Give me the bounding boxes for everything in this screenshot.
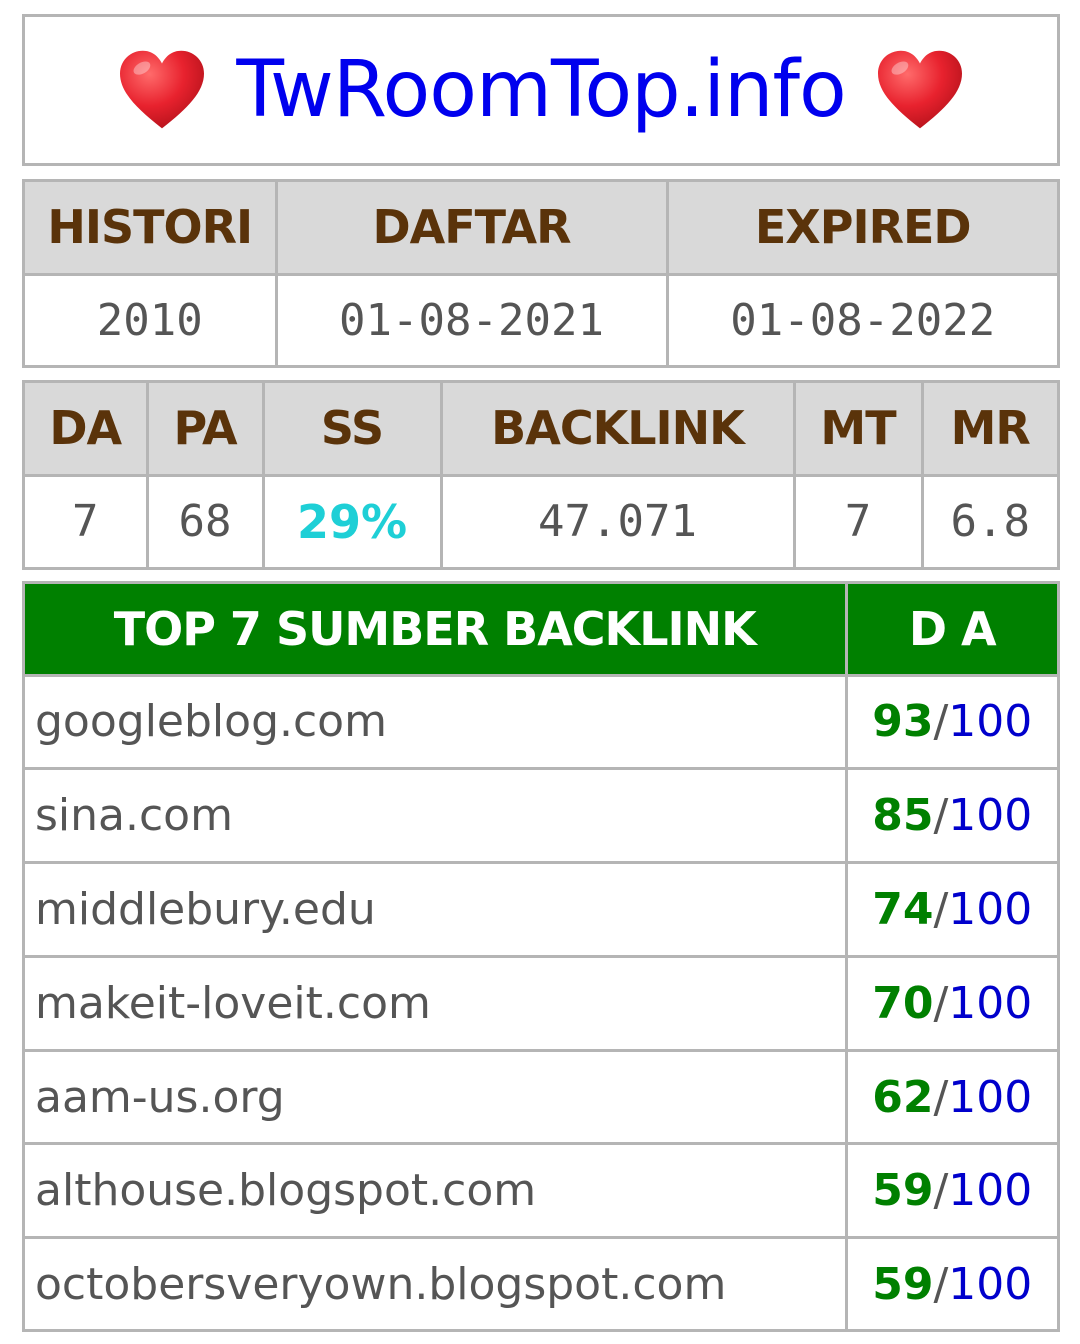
heart-icon bbox=[877, 50, 962, 129]
backlink-score: 70/100 bbox=[844, 954, 1057, 1052]
score-separator: / bbox=[933, 883, 949, 935]
table-row: aam-us.org 62/100 bbox=[25, 1048, 1057, 1146]
score-separator: / bbox=[933, 790, 949, 842]
expired-header: EXPIRED bbox=[665, 182, 1057, 276]
backlink-score: 62/100 bbox=[844, 1048, 1057, 1146]
table-row: googleblog.com 93/100 bbox=[25, 673, 1057, 771]
backlink-domain[interactable]: octobersveryown.blogspot.com bbox=[25, 1236, 848, 1329]
table-row: althouse.blogspot.com 59/100 bbox=[25, 1142, 1057, 1240]
histori-value: 2010 bbox=[25, 272, 278, 365]
score-value: 93 bbox=[872, 696, 934, 748]
ss-value: 29% bbox=[261, 473, 443, 567]
score-separator: / bbox=[933, 1071, 949, 1123]
score-separator: / bbox=[933, 1165, 949, 1217]
score-separator: / bbox=[933, 977, 949, 1029]
backlink-domain[interactable]: aam-us.org bbox=[25, 1048, 848, 1146]
seo-metrics-table: DA PA SS BACKLINK MT MR 7 68 29% 47.071 … bbox=[22, 380, 1060, 570]
table-row: octobersveryown.blogspot.com 59/100 bbox=[25, 1236, 1057, 1329]
mr-header: MR bbox=[920, 383, 1057, 477]
heart-icon bbox=[120, 50, 205, 129]
backlink-domain[interactable]: althouse.blogspot.com bbox=[25, 1142, 848, 1240]
domain-info-table: HISTORI DAFTAR EXPIRED 2010 01-08-2021 0… bbox=[22, 179, 1060, 368]
table-row: makeit-loveit.com 70/100 bbox=[25, 954, 1057, 1052]
daftar-value: 01-08-2021 bbox=[274, 272, 669, 365]
mr-value: 6.8 bbox=[920, 473, 1057, 567]
site-title-banner: TwRoomTop.info bbox=[22, 14, 1060, 166]
backlink-sources-header: TOP 7 SUMBER BACKLINK bbox=[25, 584, 848, 677]
score-max: 100 bbox=[948, 1258, 1033, 1310]
mt-value: 7 bbox=[792, 473, 924, 567]
score-max: 100 bbox=[948, 1165, 1033, 1217]
score-value: 59 bbox=[872, 1165, 934, 1217]
da-column-header: D A bbox=[844, 584, 1057, 677]
daftar-header: DAFTAR bbox=[274, 182, 669, 276]
backlink-domain[interactable]: googleblog.com bbox=[25, 673, 848, 771]
da-header: DA bbox=[25, 383, 149, 477]
backlink-sources-table: TOP 7 SUMBER BACKLINK D A googleblog.com… bbox=[22, 581, 1060, 1332]
score-value: 62 bbox=[872, 1071, 934, 1123]
histori-header: HISTORI bbox=[25, 182, 278, 276]
score-value: 59 bbox=[872, 1258, 934, 1310]
score-max: 100 bbox=[948, 696, 1033, 748]
ss-header: SS bbox=[261, 383, 443, 477]
score-max: 100 bbox=[948, 977, 1033, 1029]
backlink-score: 59/100 bbox=[844, 1142, 1057, 1240]
pa-header: PA bbox=[145, 383, 265, 477]
backlink-score: 74/100 bbox=[844, 861, 1057, 958]
score-max: 100 bbox=[948, 1071, 1033, 1123]
score-value: 70 bbox=[872, 977, 934, 1029]
backlink-header: BACKLINK bbox=[439, 383, 796, 477]
backlink-score: 59/100 bbox=[844, 1236, 1057, 1329]
score-separator: / bbox=[933, 1258, 949, 1310]
expired-value: 01-08-2022 bbox=[665, 272, 1057, 365]
pa-value: 68 bbox=[145, 473, 265, 567]
score-max: 100 bbox=[948, 883, 1033, 935]
score-separator: / bbox=[933, 696, 949, 748]
backlink-domain[interactable]: middlebury.edu bbox=[25, 861, 848, 958]
mt-header: MT bbox=[792, 383, 924, 477]
site-title-wrap: TwRoomTop.info bbox=[116, 45, 965, 135]
backlink-score: 93/100 bbox=[844, 673, 1057, 771]
backlink-domain[interactable]: sina.com bbox=[25, 767, 848, 865]
score-value: 74 bbox=[872, 883, 934, 935]
table-row: middlebury.edu 74/100 bbox=[25, 861, 1057, 958]
backlink-domain[interactable]: makeit-loveit.com bbox=[25, 954, 848, 1052]
score-value: 85 bbox=[872, 790, 934, 842]
score-max: 100 bbox=[948, 790, 1033, 842]
table-row: sina.com 85/100 bbox=[25, 767, 1057, 865]
da-value: 7 bbox=[25, 473, 149, 567]
backlink-value: 47.071 bbox=[439, 473, 796, 567]
site-title[interactable]: TwRoomTop.info bbox=[236, 45, 846, 135]
backlink-score: 85/100 bbox=[844, 767, 1057, 865]
